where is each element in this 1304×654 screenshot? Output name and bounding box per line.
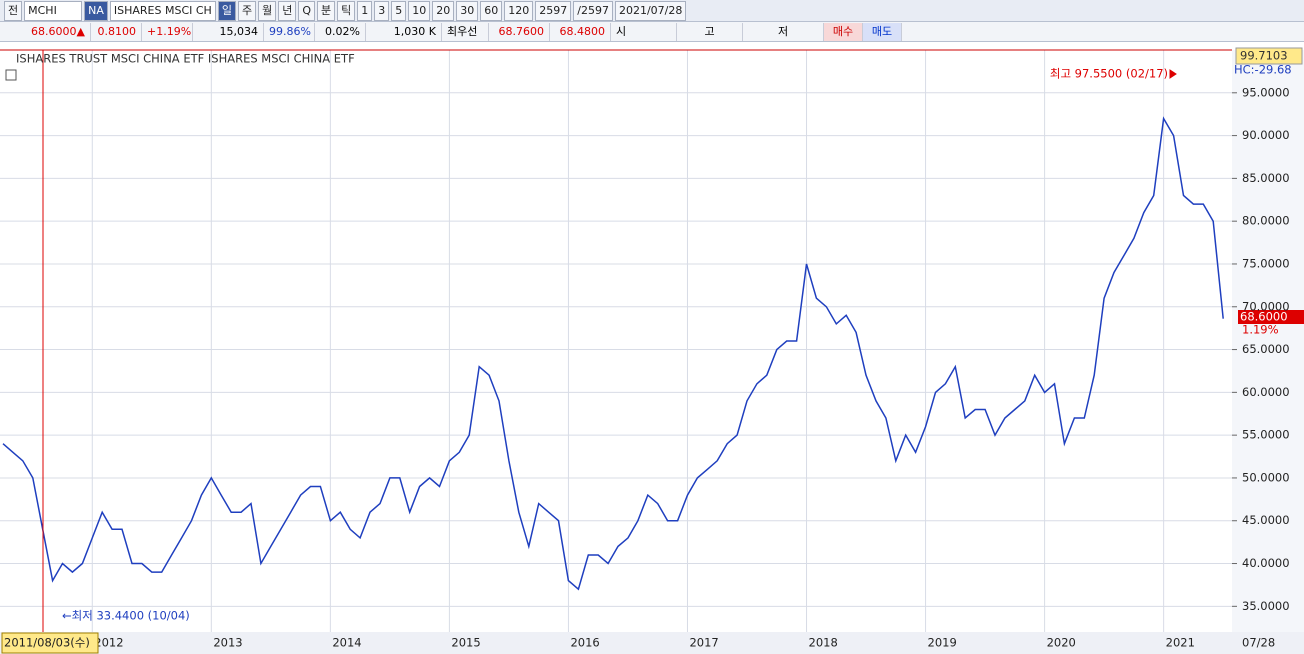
toolbar-item[interactable]: /2597 [573, 0, 613, 21]
y-tick-label: 80.0000 [1242, 214, 1290, 228]
chart-bg [0, 42, 1304, 654]
cursor-date-box [1, 632, 99, 654]
toolbar-item[interactable]: 3 [374, 0, 390, 21]
last-price: 68.6000 [1240, 310, 1288, 324]
x-tick-label: 2012 [94, 636, 123, 650]
x-tick-label: 2018 [809, 636, 838, 650]
y-tick-label: 90.0000 [1242, 128, 1290, 142]
last-pct: 1.19% [1242, 323, 1279, 337]
toolbar-item[interactable]: 일 [217, 0, 236, 21]
x-tick-label: 2019 [928, 636, 957, 650]
toolbar-item[interactable]: 주 [237, 0, 257, 21]
open-label: 시 [611, 22, 677, 41]
x-tick-label: 2017 [689, 636, 718, 650]
best-label: 최우선 [442, 22, 489, 41]
x-axis-bg [0, 632, 1304, 654]
legend-icon [5, 69, 17, 81]
y-tick-label: 60.0000 [1242, 385, 1290, 399]
y-tick-label: 45.0000 [1242, 513, 1290, 527]
volume: 15,034 [193, 22, 264, 41]
hc: HC:-29.68 [1234, 63, 1292, 77]
change-pct: +1.19% [142, 22, 193, 41]
x-tick-label: 2016 [570, 636, 599, 650]
bid: 68.4800 [550, 22, 611, 41]
toolbar-item[interactable]: 월 [258, 0, 277, 21]
toolbar-item[interactable]: 전 [4, 0, 23, 21]
sell-button[interactable]: 매도 [863, 22, 902, 41]
amount: 1,030 K [366, 22, 442, 41]
low-label: 저 [743, 22, 824, 41]
y-tick-label: 35.0000 [1242, 599, 1290, 613]
info-row: 68.6000▲ 0.8100 +1.19% 15,034 99.86% 0.0… [0, 22, 1304, 42]
y-tick-label: 40.0000 [1242, 556, 1290, 570]
toolbar-item[interactable]: 년 [278, 0, 297, 21]
toolbar-item[interactable]: NA [84, 0, 108, 21]
toolbar-item[interactable]: 2597 [535, 0, 572, 21]
price-line [2, 116, 1224, 591]
toolbar-item[interactable]: 틱 [337, 0, 356, 21]
x-tick-label: 2020 [1047, 636, 1076, 650]
y-tick-label: 55.0000 [1242, 428, 1290, 442]
y-tick-label: 95.0000 [1242, 85, 1290, 99]
toolbar-item[interactable]: 30 [456, 0, 479, 21]
top-price: 99.7103 [1240, 49, 1288, 63]
x-tick-label: 2013 [213, 636, 242, 650]
y-tick-label: 65.0000 [1242, 342, 1290, 356]
toolbar: 전 MCHI NA ISHARES MSCI CH 일 주 월 년 Q 분 틱 1 3 5 10 20 30 60… [0, 0, 1304, 22]
vol-ratio: 99.86% [264, 22, 315, 41]
toolbar-item[interactable]: 60 [480, 0, 503, 21]
chart: 2012 2013 2014 2015 2016 2017 2018 2019 2020 2021… [0, 42, 1304, 654]
toolbar-item[interactable]: 20 [432, 0, 455, 21]
x-tick-label: 2015 [451, 636, 480, 650]
last-price-box [1238, 310, 1304, 324]
high-arrow [1169, 69, 1177, 79]
top-price-box [1235, 47, 1303, 65]
toolbar-item[interactable]: 1 [357, 0, 373, 21]
y-tick-label: 70.0000 [1242, 299, 1290, 313]
legend: ISHARES TRUST MSCI CHINA ETF ISHARES MSC… [16, 52, 355, 66]
buy-button[interactable]: 매수 [824, 22, 863, 41]
x-tick-label: 2021 [1166, 636, 1195, 650]
y-tick-label: 75.0000 [1242, 256, 1290, 270]
x-tick-label: 2014 [332, 636, 361, 650]
low-annotation: ←최저 33.4400 (10/04) [62, 609, 190, 623]
toolbar-item[interactable]: 10 [408, 0, 431, 21]
high-label: 고 [677, 22, 743, 41]
toolbar-item[interactable]: MCHI [24, 0, 83, 21]
ask: 68.7600 [489, 22, 550, 41]
toolbar-item[interactable]: 5 [391, 0, 407, 21]
toolbar-item[interactable]: Q [298, 0, 316, 21]
change: 0.8100 [91, 22, 142, 41]
toolbar-item[interactable]: ISHARES MSCI CH [109, 0, 216, 21]
toolbar-item[interactable]: 120 [504, 0, 534, 21]
high-annotation: 최고 97.5500 (02/17) [1050, 67, 1168, 81]
toolbar-item[interactable]: 2021/07/28 [614, 0, 687, 21]
y-tick-label: 85.0000 [1242, 171, 1290, 185]
price: 68.6000▲ [0, 22, 91, 41]
toolbar-item[interactable]: 분 [317, 0, 336, 21]
y-tick-label: 50.0000 [1242, 470, 1290, 484]
y-axis-bg [1232, 50, 1304, 654]
cursor-date: 2011/08/03(수) [4, 636, 90, 650]
turnover: 0.02% [315, 22, 366, 41]
end-date: 07/28 [1242, 636, 1275, 650]
